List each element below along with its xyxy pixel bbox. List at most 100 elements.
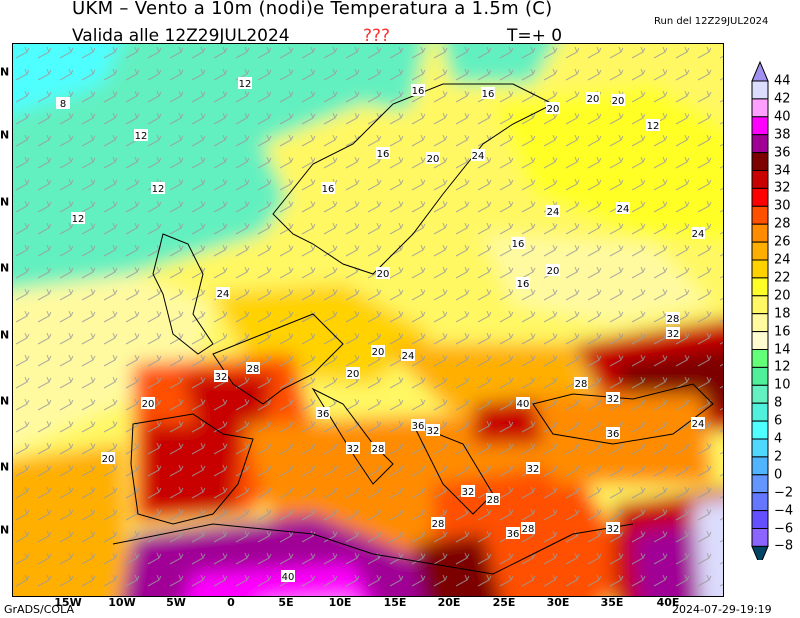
colorbar-swatch bbox=[751, 277, 769, 297]
colorbar-label: 42 bbox=[774, 91, 791, 107]
contour-label: 28 bbox=[431, 517, 445, 530]
svg-text:20: 20 bbox=[587, 94, 600, 105]
contour-label: 28 bbox=[574, 377, 588, 390]
longitude-label: 5E bbox=[278, 596, 294, 609]
contour-label: 32 bbox=[526, 462, 540, 475]
colorbar-swatch bbox=[751, 259, 769, 279]
latitude-label: N bbox=[0, 523, 10, 537]
svg-text:20: 20 bbox=[347, 369, 360, 380]
longitude-label: 0 bbox=[227, 596, 235, 609]
contour-label: 20 bbox=[426, 152, 440, 165]
colorbar-label: 20 bbox=[774, 288, 791, 304]
contour-label: 20 bbox=[376, 267, 390, 280]
colorbar-label: −8 bbox=[774, 538, 794, 554]
contour-label: 32 bbox=[461, 485, 475, 498]
longitude-label: 10E bbox=[328, 596, 352, 609]
colorbar-swatch bbox=[751, 349, 769, 368]
contour-label: 28 bbox=[666, 312, 680, 325]
svg-text:32: 32 bbox=[215, 372, 228, 383]
colorbar-label: 26 bbox=[774, 234, 791, 250]
latitude-label: N bbox=[0, 394, 10, 408]
colorbar-bottom-arrow bbox=[751, 545, 769, 560]
svg-text:12: 12 bbox=[239, 79, 252, 90]
longitude-label: 10W bbox=[108, 596, 136, 609]
colorbar-swatch bbox=[751, 366, 769, 386]
colorbar-label: 32 bbox=[774, 180, 791, 196]
svg-text:24: 24 bbox=[547, 207, 560, 218]
svg-text:16: 16 bbox=[482, 89, 495, 100]
colorbar-swatch bbox=[751, 420, 769, 440]
contour-label: 32 bbox=[346, 442, 360, 455]
colorbar-swatch bbox=[751, 241, 769, 261]
colorbar-label: 0 bbox=[774, 467, 783, 483]
colorbar-label: 12 bbox=[774, 359, 791, 375]
colorbar-top-arrow bbox=[751, 60, 769, 82]
contour-label: 16 bbox=[411, 84, 425, 97]
svg-text:32: 32 bbox=[667, 329, 680, 340]
colorbar-label: 18 bbox=[774, 306, 791, 322]
svg-text:24: 24 bbox=[472, 151, 485, 162]
temperature-wind-map: 12 12 12 16 16 20 20 20 12 16 16 20 24 24 16 16 20 20 24 24… bbox=[12, 43, 724, 597]
contour-label: 24 bbox=[546, 205, 560, 218]
svg-text:32: 32 bbox=[607, 524, 620, 535]
run-label: Run del 12Z29JUL2024 bbox=[654, 16, 769, 27]
colorbar-swatch bbox=[751, 438, 769, 458]
contour-label: 40 bbox=[516, 397, 530, 410]
contour-label: 16 bbox=[511, 237, 525, 250]
svg-text:24: 24 bbox=[217, 289, 230, 300]
contour-label: 36 bbox=[606, 427, 620, 440]
colorbar-swatch bbox=[751, 187, 769, 207]
colorbar-swatch bbox=[751, 456, 769, 476]
colorbar-label: 28 bbox=[774, 216, 791, 232]
colorbar-swatch bbox=[751, 80, 769, 100]
contour-label: 32 bbox=[666, 327, 680, 340]
contour-label: 32 bbox=[214, 370, 228, 383]
contour-label: 36 bbox=[411, 419, 425, 432]
contour-label: 20 bbox=[101, 452, 115, 465]
contour-label: 24 bbox=[216, 287, 230, 300]
svg-text:32: 32 bbox=[527, 464, 540, 475]
longitude-label: 5W bbox=[166, 596, 186, 609]
contour-label: 12 bbox=[646, 119, 660, 132]
contour-label: 36 bbox=[506, 527, 520, 540]
contour-label: 28 bbox=[246, 362, 260, 375]
latitude-label: N bbox=[0, 460, 10, 474]
colorbar-swatch bbox=[751, 384, 769, 404]
svg-text:36: 36 bbox=[317, 409, 330, 420]
svg-text:20: 20 bbox=[377, 269, 390, 280]
svg-text:20: 20 bbox=[372, 347, 385, 358]
contour-label: 32 bbox=[426, 424, 440, 437]
svg-text:36: 36 bbox=[412, 421, 425, 432]
svg-text:28: 28 bbox=[372, 444, 385, 455]
colorbar-label: 16 bbox=[774, 324, 791, 340]
colorbar-label: −4 bbox=[774, 503, 794, 519]
svg-text:20: 20 bbox=[142, 399, 155, 410]
contour-label: 24 bbox=[401, 349, 415, 362]
colorbar-label: 38 bbox=[774, 127, 791, 143]
longitude-label: 25E bbox=[492, 596, 516, 609]
contour-label: 20 bbox=[546, 102, 560, 115]
contour-label: 20 bbox=[371, 345, 385, 358]
svg-text:16: 16 bbox=[512, 239, 525, 250]
contour-label: 12 bbox=[71, 212, 85, 225]
svg-text:16: 16 bbox=[517, 279, 530, 290]
svg-text:28: 28 bbox=[522, 524, 535, 535]
contour-label: 16 bbox=[376, 147, 390, 160]
contour-label: 20 bbox=[346, 367, 360, 380]
svg-text:12: 12 bbox=[647, 121, 660, 132]
colorbar-swatch bbox=[751, 223, 769, 243]
longitude-label: 15E bbox=[383, 596, 407, 609]
longitude-label: 20E bbox=[437, 596, 461, 609]
contour-label: 8 bbox=[56, 97, 70, 110]
svg-text:12: 12 bbox=[135, 131, 148, 142]
colorbar-label: 24 bbox=[774, 252, 791, 268]
colorbar-label: 2 bbox=[774, 449, 783, 465]
svg-text:40: 40 bbox=[517, 399, 530, 410]
colorbar-label: 6 bbox=[774, 413, 783, 429]
svg-text:28: 28 bbox=[247, 364, 260, 375]
latitude-label: N bbox=[0, 261, 10, 275]
colorbar-label: 40 bbox=[774, 109, 791, 125]
contour-label: 20 bbox=[611, 94, 625, 107]
latitude-label: N bbox=[0, 128, 10, 142]
